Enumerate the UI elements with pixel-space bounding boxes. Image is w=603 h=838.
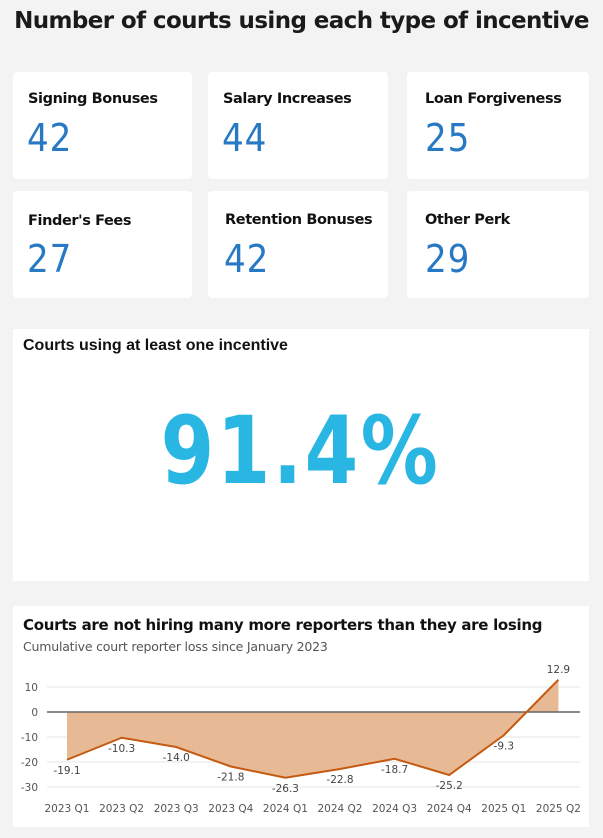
data-label: -25.2 bbox=[436, 780, 463, 792]
kpi-value: 29 bbox=[425, 237, 471, 281]
y-tick-label: -20 bbox=[21, 757, 38, 769]
y-tick-label: -10 bbox=[21, 732, 38, 744]
x-tick-label: 2024 Q2 bbox=[317, 803, 362, 815]
x-tick-label: 2023 Q3 bbox=[154, 803, 199, 815]
x-tick-label: 2025 Q2 bbox=[536, 803, 581, 815]
summary-card[interactable]: Courts using at least one incentive 91.4… bbox=[13, 329, 589, 581]
kpi-card-signing-bonuses[interactable]: Signing Bonuses 42 bbox=[13, 72, 192, 179]
kpi-label: Signing Bonuses bbox=[28, 91, 158, 107]
data-label: -19.1 bbox=[53, 765, 80, 777]
x-tick-label: 2023 Q1 bbox=[44, 803, 89, 815]
chart-card: Courts are not hiring many more reporter… bbox=[13, 606, 589, 827]
y-tick-label: -30 bbox=[21, 782, 38, 794]
data-label: -21.8 bbox=[217, 772, 244, 784]
page-title: Number of courts using each type of ince… bbox=[14, 8, 589, 34]
data-label: -10.3 bbox=[108, 743, 135, 755]
data-label: 12.9 bbox=[547, 664, 570, 676]
x-tick-label: 2025 Q1 bbox=[481, 803, 526, 815]
kpi-label: Finder's Fees bbox=[28, 213, 132, 229]
area-fill bbox=[67, 679, 559, 778]
kpi-value: 42 bbox=[27, 116, 73, 160]
kpi-card-salary-increases[interactable]: Salary Increases 44 bbox=[208, 72, 388, 179]
x-tick-label: 2023 Q2 bbox=[99, 803, 144, 815]
kpi-label: Retention Bonuses bbox=[225, 212, 373, 228]
area-chart: 10 0 -10 -20 -30 -19.1 -10.3 -14.0 -21.8 -26.3 -22… bbox=[21, 664, 581, 815]
series-line bbox=[66, 679, 560, 779]
kpi-card-retention-bonuses[interactable]: Retention Bonuses 42 bbox=[208, 191, 388, 298]
chart-title: Courts are not hiring many more reporter… bbox=[23, 616, 543, 634]
kpi-value: 42 bbox=[224, 237, 270, 281]
kpi-label: Salary Increases bbox=[223, 91, 352, 107]
data-label: -9.3 bbox=[494, 740, 515, 752]
data-label: -14.0 bbox=[163, 752, 190, 764]
kpi-value: 44 bbox=[222, 116, 268, 160]
y-tick-label: 10 bbox=[25, 682, 38, 694]
kpi-card-finders-fees[interactable]: Finder's Fees 27 bbox=[13, 191, 192, 298]
y-tick-label: 0 bbox=[31, 707, 38, 719]
x-tick-label: 2024 Q4 bbox=[427, 803, 472, 815]
kpi-value: 25 bbox=[425, 116, 471, 160]
chart-subtitle: Cumulative court reporter loss since Jan… bbox=[23, 639, 328, 654]
x-tick-label: 2024 Q1 bbox=[263, 803, 308, 815]
x-tick-label: 2023 Q4 bbox=[208, 803, 253, 815]
kpi-card-other-perk[interactable]: Other Perk 29 bbox=[407, 191, 589, 298]
data-label: -26.3 bbox=[272, 783, 299, 795]
kpi-value: 27 bbox=[27, 237, 73, 281]
summary-value: 91.4% bbox=[160, 397, 441, 506]
summary-title: Courts using at least one incentive bbox=[23, 337, 288, 354]
data-label: -22.8 bbox=[326, 774, 353, 786]
kpi-label: Other Perk bbox=[425, 212, 510, 228]
kpi-card-loan-forgiveness[interactable]: Loan Forgiveness 25 bbox=[407, 72, 589, 179]
kpi-label: Loan Forgiveness bbox=[425, 91, 562, 107]
data-label: -18.7 bbox=[381, 764, 408, 776]
x-tick-label: 2024 Q3 bbox=[372, 803, 417, 815]
